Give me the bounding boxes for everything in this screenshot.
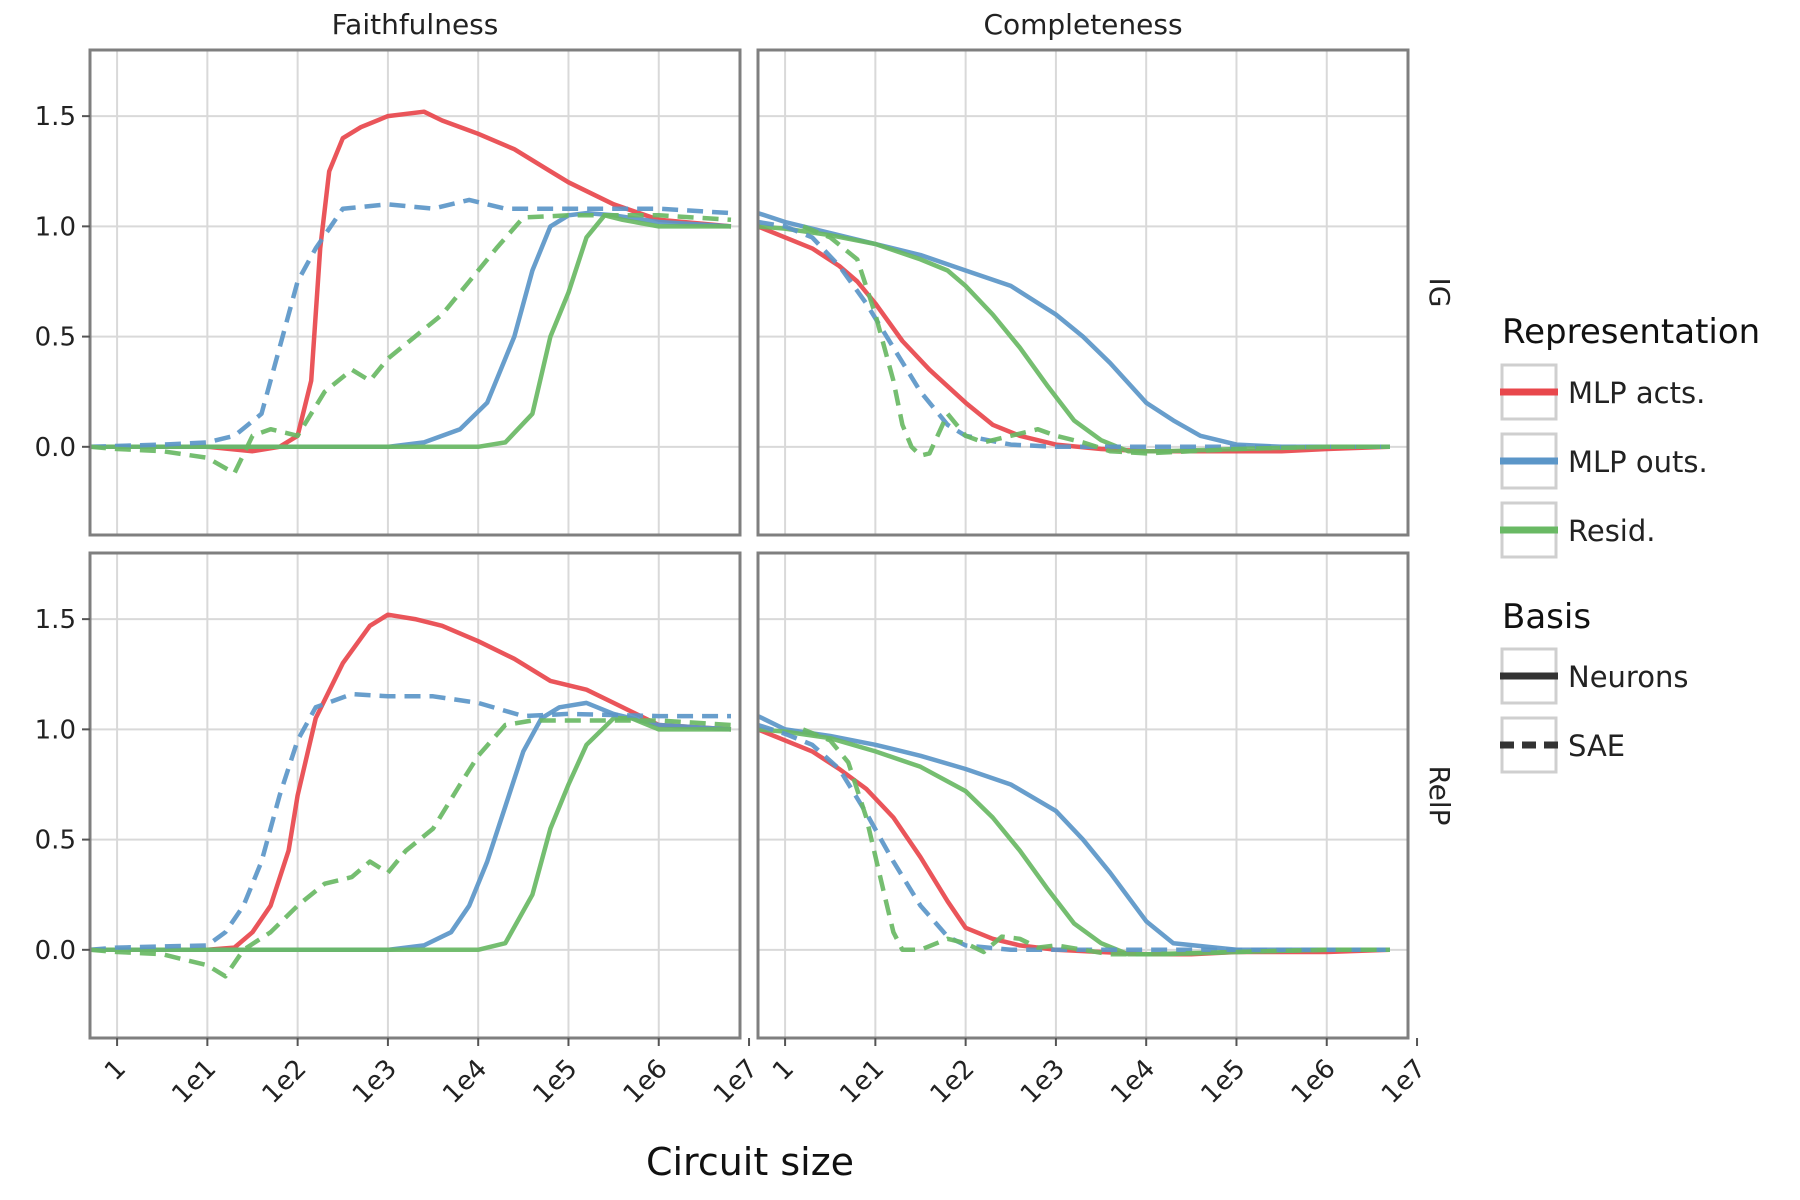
y-tick-label: 0.0 (35, 936, 76, 966)
panel-ig-faithfulness (82, 48, 742, 537)
legend-label: Neurons (1568, 660, 1688, 694)
series-group (758, 210, 1390, 458)
y-tick-label: 1.5 (35, 102, 76, 132)
y-tick-label: 0.0 (35, 433, 76, 463)
series-line-mlp-outs-sae (758, 219, 1390, 450)
x-tick-label: 1e6 (618, 1054, 674, 1110)
series-line-mlp-outs-sae (90, 691, 731, 953)
panel-border (756, 551, 1410, 1040)
y-tick-label: 1.0 (35, 212, 76, 242)
series-line-resid-neurons (90, 213, 731, 450)
x-tick-label: 1e7 (708, 1054, 764, 1110)
x-tick-label: 1e7 (1376, 1054, 1432, 1110)
series-line-resid-sae (802, 224, 1390, 458)
series-group (90, 612, 732, 979)
panel-relp-completeness (756, 551, 1419, 1046)
x-tick-label: 1e2 (925, 1054, 981, 1110)
x-tick-label: 1e5 (527, 1054, 583, 1110)
x-tick-label: 1e4 (437, 1054, 493, 1110)
y-axis-labels: 0.0 0.5 1.0 1.5 0.0 0.5 1.0 1.5 (35, 102, 76, 966)
y-tick-label: 1.0 (35, 715, 76, 745)
legend-label: MLP acts. (1568, 376, 1705, 410)
panel-background (758, 553, 1408, 1038)
x-tick-label: 1e2 (257, 1054, 313, 1110)
y-tick-label: 0.5 (35, 323, 76, 353)
x-tick-label: 1e1 (834, 1054, 890, 1110)
legend-title-basis: Basis (1502, 597, 1591, 637)
series-group (90, 109, 732, 476)
legend-label: Resid. (1568, 514, 1655, 548)
x-tick-label: 1e3 (1015, 1054, 1071, 1110)
panel-ig-completeness (756, 48, 1410, 537)
y-tick-label: 0.5 (35, 826, 76, 856)
panel-border (88, 48, 742, 537)
panel-relp-faithfulness (82, 551, 751, 1046)
series-group (758, 714, 1390, 957)
legend-title-representation: Representation (1502, 312, 1760, 352)
x-tick-label: 1e4 (1105, 1054, 1161, 1110)
row-strip-label: IG (1423, 278, 1456, 308)
x-tick-label: 1e6 (1286, 1054, 1342, 1110)
series-line-resid-sae (802, 727, 1390, 957)
x-tick-label: 1 (767, 1054, 800, 1087)
x-tick-label: 1e3 (347, 1054, 403, 1110)
y-tick-label: 1.5 (35, 605, 76, 635)
series-line-resid-sae (90, 718, 732, 979)
series-line-resid-sae (90, 213, 732, 476)
panels-layer (82, 48, 1419, 1046)
x-axis-labels: 1 1e1 1e2 1e3 1e4 1e5 1e6 1e7 1 1e1 1e2 1e3 1e4 1e5 1e… (99, 1054, 1432, 1110)
x-tick-label: 1e5 (1195, 1054, 1251, 1110)
x-tick-label: 1e1 (166, 1054, 222, 1110)
strip-labels: Faithfulness Completeness IG RelP (332, 8, 1456, 826)
series-line-mlp-outs-sae (758, 722, 1390, 953)
panel-border (88, 551, 742, 1040)
legend-label: MLP outs. (1568, 445, 1708, 479)
series-line-mlp-acts-neurons (90, 109, 732, 454)
row-strip-label: RelP (1423, 765, 1456, 825)
panel-background (758, 50, 1408, 535)
panel-background (90, 553, 740, 1038)
x-axis-title: Circuit size (646, 1140, 854, 1184)
x-tick-label: 1 (99, 1054, 132, 1087)
series-line-mlp-acts-neurons (90, 612, 732, 953)
legend-label: SAE (1568, 729, 1625, 763)
panel-background (90, 50, 740, 535)
column-strip-label: Faithfulness (332, 8, 499, 41)
legend: Representation MLP acts. MLP outs. Resid. Ba… (1500, 312, 1760, 774)
panel-border (756, 48, 1410, 537)
column-strip-label: Completeness (983, 8, 1182, 41)
series-line-mlp-outs-sae (90, 197, 732, 450)
